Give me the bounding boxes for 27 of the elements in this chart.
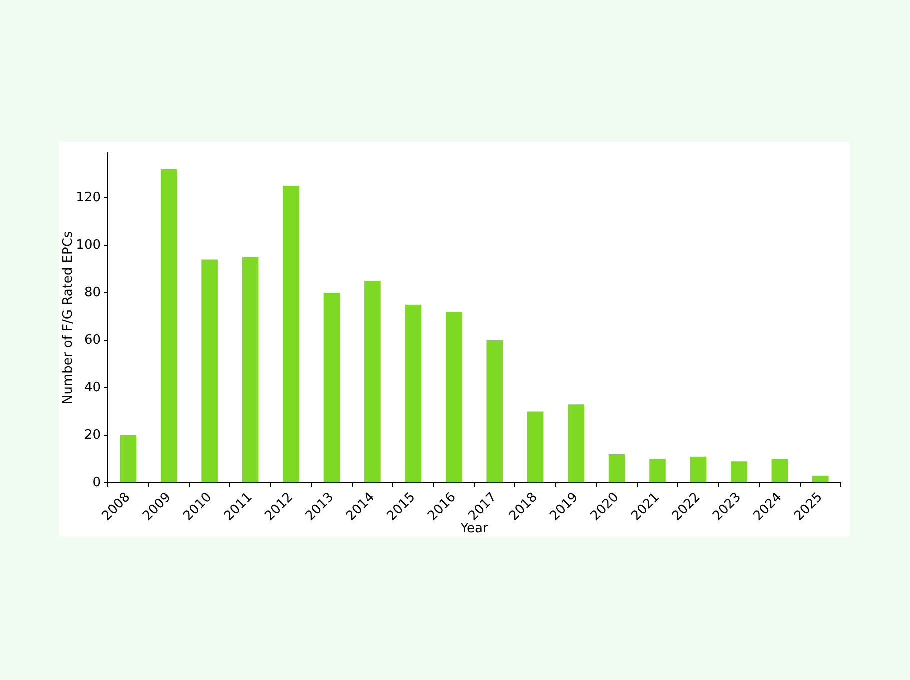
bar: [690, 456, 707, 482]
bar: [527, 412, 544, 482]
y-axis-title: Number of F/G Rated EPCs: [61, 231, 76, 404]
bar: [324, 292, 340, 482]
y-tick-label: 60: [84, 332, 101, 348]
x-axis-title: Year: [460, 522, 489, 537]
bar: [650, 459, 666, 482]
bar: [608, 454, 626, 482]
bar: [242, 257, 259, 482]
y-tick-label: 120: [76, 190, 101, 206]
bar: [812, 476, 829, 482]
bar: [364, 281, 381, 482]
bar: [446, 312, 462, 482]
y-tick-label: 100: [76, 238, 101, 253]
y-tick-label: 80: [84, 285, 101, 300]
bar: [486, 340, 504, 482]
bar: [160, 169, 178, 482]
bar: [202, 260, 218, 482]
y-tick-label: 20: [84, 428, 101, 443]
bar: [731, 462, 748, 482]
bar: [772, 459, 788, 482]
bar: [120, 435, 137, 482]
y-tick-label: 40: [84, 380, 101, 396]
bar: [283, 186, 300, 482]
bar: [405, 304, 422, 482]
bar: [568, 404, 584, 482]
y-tick-label: 0: [92, 475, 101, 490]
